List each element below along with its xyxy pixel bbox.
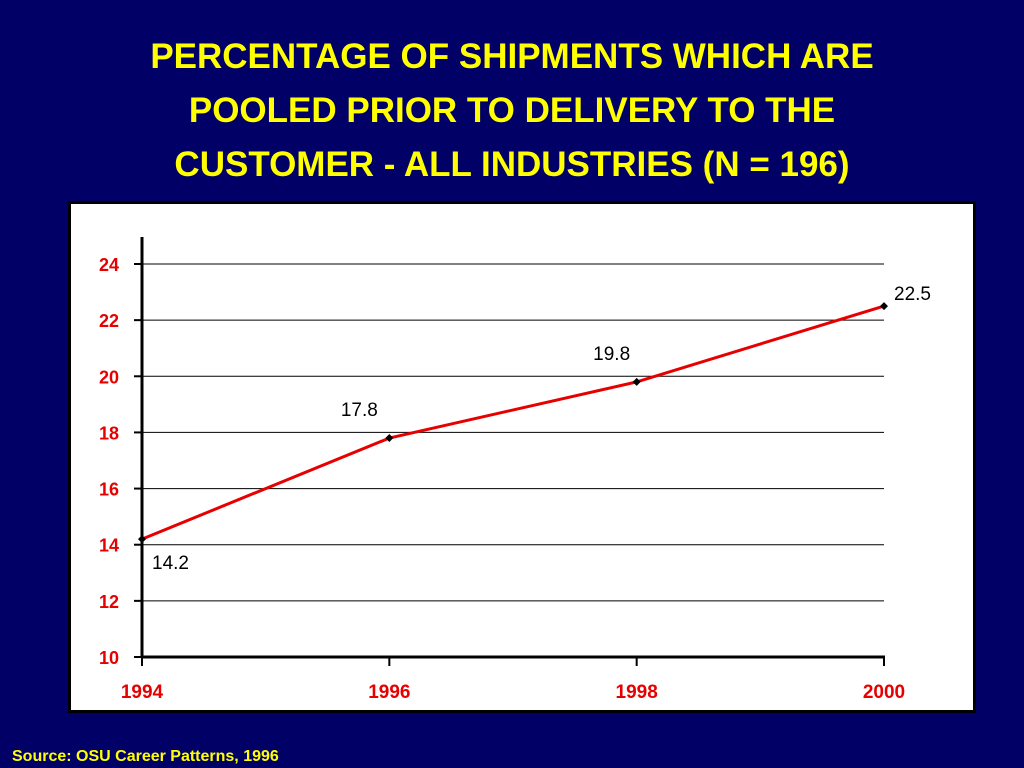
y-tick-label-10: 10 <box>99 648 119 668</box>
x-tick-label-1998: 1998 <box>616 682 658 703</box>
title-line-1: PERCENTAGE OF SHIPMENTS WHICH ARE <box>150 37 874 76</box>
chart-title: PERCENTAGE OF SHIPMENTS WHICH ARE POOLED… <box>60 30 964 192</box>
series-line <box>141 304 885 541</box>
x-tick-label-1994: 1994 <box>121 682 164 703</box>
y-tick-label-16: 16 <box>99 480 119 500</box>
data-label-1994: 14.2 <box>152 553 189 574</box>
source-note: Source: OSU Career Patterns, 1996 <box>12 748 279 765</box>
y-tick-label-12: 12 <box>99 592 119 612</box>
x-tick-label-2000: 2000 <box>863 682 905 703</box>
data-label-1998: 19.8 <box>593 344 630 365</box>
data-label-1996: 17.8 <box>341 400 378 421</box>
chart-frame: 10 12 14 16 18 20 22 24 1994 1996 1998 2000 14.2 17.8… <box>68 201 976 713</box>
y-tick-label-14: 14 <box>99 536 119 556</box>
line-chart: 10 12 14 16 18 20 22 24 1994 1996 1998 2000 14.2 17.8… <box>99 237 931 703</box>
y-tick-label-20: 20 <box>99 367 119 387</box>
data-label-2000: 22.5 <box>894 284 931 305</box>
y-tick-label-24: 24 <box>99 255 119 275</box>
data-point-1996 <box>385 434 394 443</box>
data-point-2000 <box>880 302 888 311</box>
y-tick-label-18: 18 <box>99 423 119 443</box>
data-point-1998 <box>632 377 641 386</box>
x-tick-label-1996: 1996 <box>368 682 410 703</box>
title-line-2: POOLED PRIOR TO DELIVERY TO THE <box>188 91 836 130</box>
y-tick-label-22: 22 <box>99 311 119 331</box>
title-line-3: CUSTOMER - ALL INDUSTRIES (N = 196) <box>174 145 850 184</box>
data-point-1994 <box>138 535 146 544</box>
